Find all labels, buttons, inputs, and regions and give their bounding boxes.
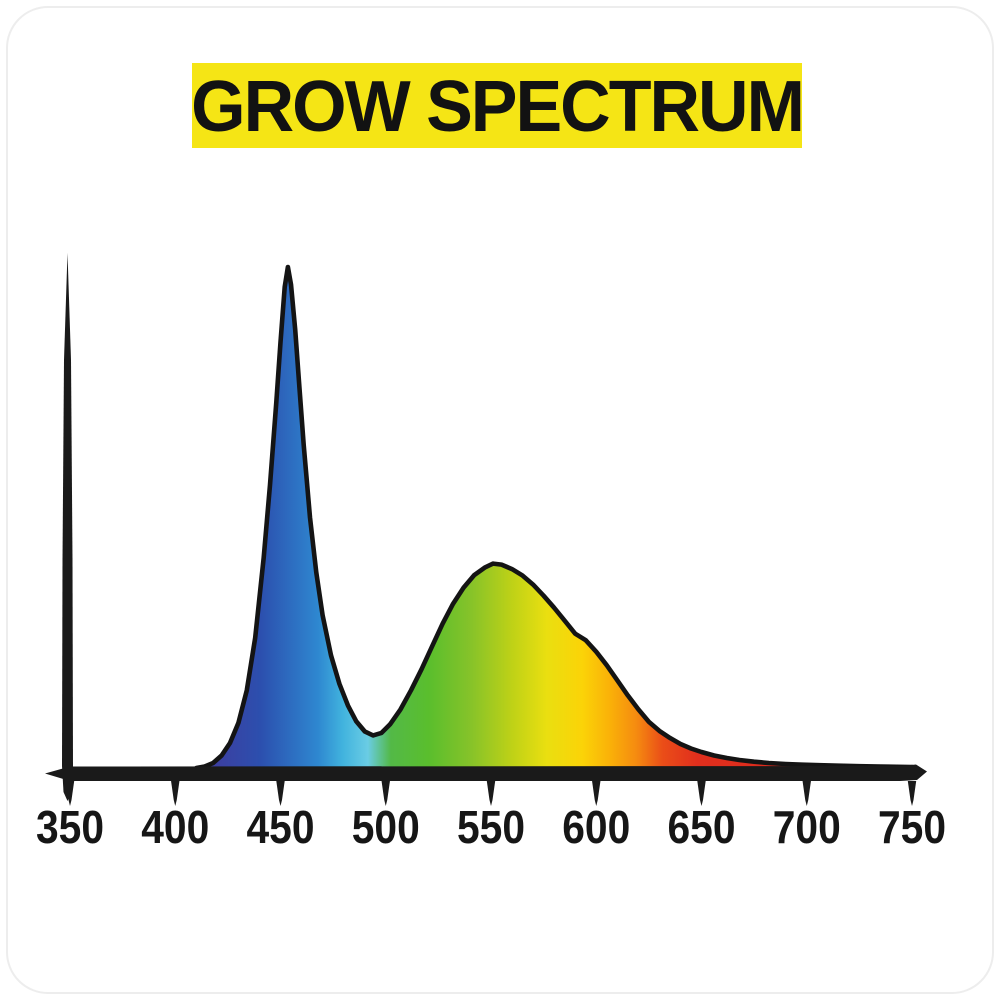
- x-axis-tick-label: 750: [878, 801, 946, 853]
- y-axis: [62, 253, 73, 801]
- x-axis-tick-label: 700: [773, 801, 841, 853]
- x-axis-tick-label: 500: [352, 801, 420, 853]
- spectrum-area: [196, 267, 912, 768]
- grow-spectrum-figure: GROW SPECTRUM 35040045050055060065070075…: [0, 0, 1000, 1000]
- x-axis-tick-label: 350: [36, 801, 104, 853]
- spectrum-chart: 350 400 450 500 550 600 650 700 750: [0, 0, 1000, 1000]
- x-axis-tick-label: 650: [668, 801, 736, 853]
- x-axis-tick-label: 550: [457, 801, 525, 853]
- x-axis-tick-label: 450: [247, 801, 315, 853]
- x-axis-tick-label: 400: [141, 801, 209, 853]
- x-axis: [45, 765, 927, 782]
- x-axis-labels: 350 400 450 500 550 600 650 700 750: [36, 801, 946, 853]
- x-axis-tick-label: 600: [562, 801, 630, 853]
